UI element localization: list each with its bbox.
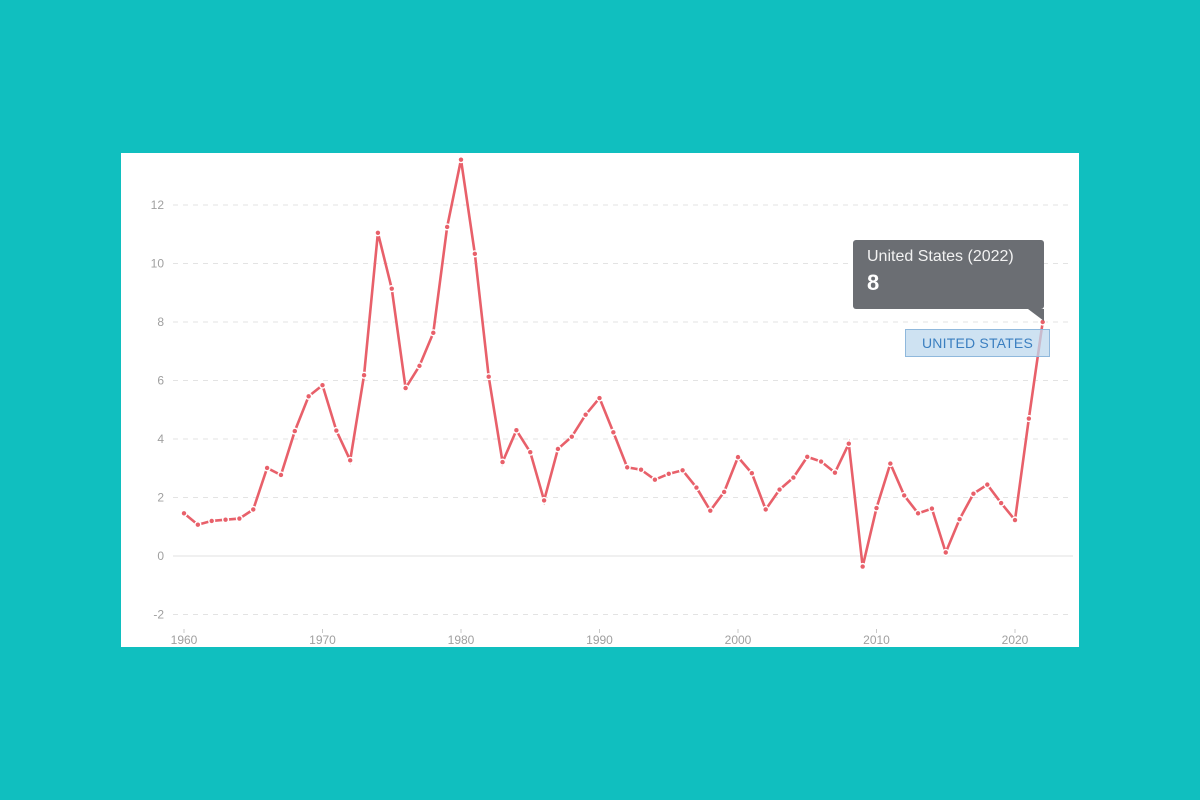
y-tick-label: 10 — [151, 257, 165, 271]
data-point[interactable] — [431, 330, 436, 336]
data-point[interactable] — [389, 286, 394, 291]
line-chart[interactable]: -2 0 2 4 6 8 10 12 1960 1970 1980 1990 2000 2010 2020 — [121, 153, 1079, 647]
data-point[interactable] — [832, 470, 838, 475]
data-point[interactable] — [195, 522, 201, 527]
series-label-united-states[interactable]: UNITED STATES — [905, 329, 1050, 357]
x-tick-label: 1970 — [309, 633, 336, 647]
data-point[interactable] — [278, 472, 284, 478]
data-point[interactable] — [985, 482, 990, 487]
data-point[interactable] — [292, 428, 297, 434]
y-tick-label: 2 — [157, 491, 164, 505]
x-tick-label: 1980 — [448, 633, 475, 647]
data-point[interactable] — [929, 506, 935, 511]
data-point[interactable] — [472, 251, 478, 257]
data-point[interactable] — [818, 459, 824, 464]
data-point[interactable] — [957, 516, 962, 522]
data-point[interactable] — [749, 471, 755, 476]
data-point[interactable] — [888, 461, 893, 466]
data-point[interactable] — [680, 468, 685, 473]
data-point[interactable] — [1026, 416, 1032, 421]
data-point[interactable] — [403, 385, 408, 391]
data-point[interactable] — [181, 511, 187, 516]
chart-card: -2 0 2 4 6 8 10 12 1960 1970 1980 1990 2000 2010 2020 — [121, 153, 1079, 647]
data-point[interactable] — [500, 459, 505, 465]
y-tick-label: 4 — [157, 432, 164, 446]
data-point[interactable] — [528, 449, 533, 455]
data-point[interactable] — [791, 475, 796, 480]
data-point[interactable] — [486, 374, 491, 379]
x-tick-label: 2010 — [863, 633, 890, 647]
data-point[interactable] — [458, 157, 464, 162]
y-tick-label: 12 — [151, 198, 165, 212]
data-point[interactable] — [625, 465, 630, 470]
data-point[interactable] — [444, 224, 450, 230]
data-point[interactable] — [555, 446, 561, 452]
x-tick-label: 2000 — [725, 633, 752, 647]
data-point[interactable] — [805, 454, 810, 460]
data-point[interactable] — [611, 430, 616, 435]
data-point[interactable] — [666, 471, 671, 477]
data-point[interactable] — [583, 412, 588, 417]
data-point[interactable] — [597, 395, 602, 401]
data-point[interactable] — [209, 518, 214, 524]
y-tick-label: 0 — [157, 549, 164, 563]
y-tick-label: 6 — [157, 374, 164, 388]
data-point[interactable] — [237, 516, 242, 521]
data-point[interactable] — [306, 394, 311, 399]
data-point[interactable] — [251, 507, 256, 512]
tooltip-value: 8 — [867, 270, 880, 295]
x-tick-label: 2020 — [1002, 633, 1029, 647]
data-point[interactable] — [348, 458, 353, 463]
data-point[interactable] — [708, 508, 713, 513]
x-tick-label: 1990 — [586, 633, 613, 647]
data-point[interactable] — [846, 441, 851, 446]
data-point[interactable] — [971, 491, 976, 496]
data-point[interactable] — [541, 498, 547, 503]
data-point[interactable] — [777, 487, 782, 492]
data-point[interactable] — [361, 373, 367, 378]
data-point[interactable] — [569, 434, 574, 439]
data-point[interactable] — [902, 493, 907, 498]
data-point[interactable] — [763, 507, 768, 512]
data-point[interactable] — [860, 564, 865, 569]
data-point[interactable] — [694, 485, 699, 490]
data-point[interactable] — [638, 467, 644, 472]
tooltip-pointer — [1028, 309, 1044, 321]
data-tooltip: United States (2022) 8 — [853, 240, 1044, 309]
data-point[interactable] — [915, 511, 921, 516]
data-point[interactable] — [874, 505, 879, 511]
data-point[interactable] — [264, 465, 270, 471]
data-point[interactable] — [417, 363, 422, 369]
data-point[interactable] — [514, 428, 519, 433]
data-point[interactable] — [1012, 517, 1018, 523]
data-point[interactable] — [652, 477, 658, 482]
tooltip-title: United States (2022) — [867, 248, 1014, 265]
data-point[interactable] — [223, 517, 228, 522]
data-point[interactable] — [375, 230, 381, 235]
y-tick-label: -2 — [153, 608, 164, 622]
y-tick-label: 8 — [157, 315, 164, 329]
data-point[interactable] — [721, 489, 727, 495]
data-point[interactable] — [334, 428, 339, 433]
data-point[interactable] — [735, 454, 741, 460]
series-line-united-states[interactable] — [182, 159, 1045, 567]
x-tick-label: 1960 — [171, 633, 198, 647]
data-point[interactable] — [943, 550, 948, 555]
data-point[interactable] — [998, 500, 1004, 506]
data-point[interactable] — [320, 382, 325, 388]
